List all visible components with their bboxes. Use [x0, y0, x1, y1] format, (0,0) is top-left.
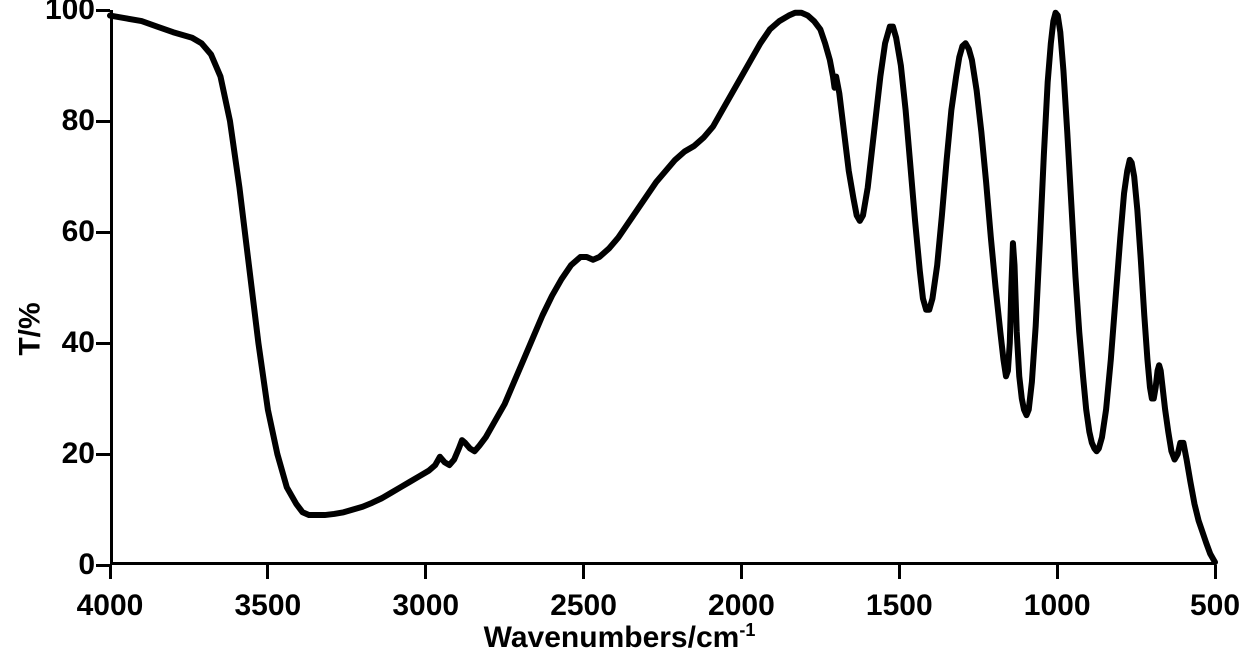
y-tick [96, 9, 110, 12]
x-tick [109, 565, 112, 579]
x-tick [582, 565, 585, 579]
x-axis-label-sup: -1 [739, 620, 755, 640]
ir-spectrum-chart: T/% Wavenumbers/cm-1 0204060801004000350… [0, 0, 1239, 657]
x-tick-label: 3500 [234, 589, 301, 623]
x-tick-label: 2000 [708, 589, 775, 623]
plot-area: 0204060801004000350030002500200015001000… [110, 10, 1215, 565]
x-tick-label: 2500 [550, 589, 617, 623]
x-axis-label: Wavenumbers/cm-1 [484, 620, 756, 655]
spectrum-svg [110, 10, 1215, 565]
y-tick-label: 80 [5, 104, 95, 138]
x-tick [1056, 565, 1059, 579]
spectrum-line [110, 13, 1215, 562]
y-tick [96, 231, 110, 234]
x-axis-label-text: Wavenumbers/cm [484, 621, 740, 654]
x-tick-label: 1500 [866, 589, 933, 623]
x-tick [898, 565, 901, 579]
y-tick-label: 60 [5, 215, 95, 249]
x-tick-label: 1000 [1024, 589, 1091, 623]
y-tick-label: 100 [5, 0, 95, 27]
y-tick-label: 20 [5, 437, 95, 471]
x-tick-label: 4000 [77, 589, 144, 623]
x-tick [740, 565, 743, 579]
x-tick [1214, 565, 1217, 579]
y-tick-label: 0 [5, 548, 95, 582]
x-tick-label: 3000 [392, 589, 459, 623]
x-tick [424, 565, 427, 579]
x-tick [266, 565, 269, 579]
y-tick [96, 120, 110, 123]
y-tick [96, 342, 110, 345]
y-tick [96, 453, 110, 456]
x-tick-label: 500 [1190, 589, 1239, 623]
y-tick-label: 40 [5, 326, 95, 360]
